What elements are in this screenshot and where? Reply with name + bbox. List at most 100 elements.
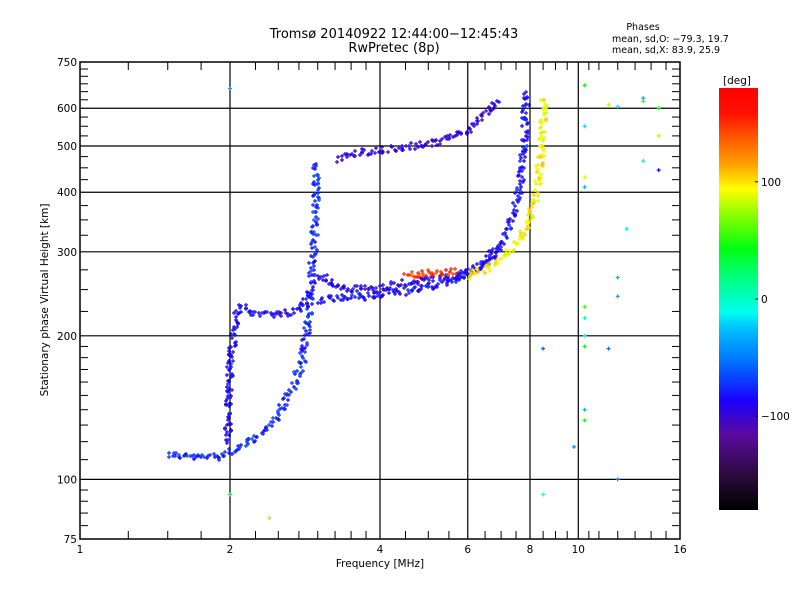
data-point xyxy=(520,124,524,128)
data-point xyxy=(237,303,241,307)
data-points xyxy=(167,83,661,521)
data-point xyxy=(251,313,255,317)
data-point xyxy=(373,151,377,155)
data-point xyxy=(370,149,374,153)
data-point xyxy=(480,114,484,118)
data-point xyxy=(316,195,320,199)
data-point xyxy=(541,346,546,351)
data-point xyxy=(497,100,501,104)
data-point xyxy=(454,280,458,284)
data-point xyxy=(582,83,587,88)
data-point xyxy=(520,138,524,142)
data-point xyxy=(522,159,526,163)
data-point xyxy=(208,453,212,457)
data-point xyxy=(315,173,319,177)
data-point xyxy=(541,161,545,165)
data-point xyxy=(492,106,496,110)
data-point xyxy=(358,153,362,157)
data-point xyxy=(541,130,545,134)
data-point xyxy=(304,360,308,364)
data-point xyxy=(311,285,315,289)
data-point xyxy=(438,278,442,282)
data-point xyxy=(520,116,524,120)
data-point xyxy=(479,262,483,266)
data-point xyxy=(312,230,316,234)
data-point xyxy=(516,194,520,198)
data-point xyxy=(275,310,279,314)
data-point xyxy=(229,429,233,433)
data-point xyxy=(468,270,472,274)
data-point xyxy=(225,441,229,445)
data-point xyxy=(406,273,410,277)
data-point xyxy=(392,290,396,294)
data-point xyxy=(507,252,511,256)
data-point xyxy=(503,253,507,257)
data-point xyxy=(276,411,280,415)
data-point xyxy=(302,326,306,330)
x-tick-label: 4 xyxy=(377,544,384,556)
data-point xyxy=(317,186,321,190)
data-point xyxy=(524,102,528,106)
data-point xyxy=(217,456,221,460)
y-tick-label: 400 xyxy=(57,187,77,199)
data-point xyxy=(537,155,541,159)
data-point xyxy=(314,220,318,224)
data-point xyxy=(351,287,355,291)
axis-ticks xyxy=(80,62,680,539)
data-point xyxy=(538,144,542,148)
data-point xyxy=(306,322,310,326)
data-point xyxy=(494,254,498,258)
data-point xyxy=(481,269,485,273)
data-point xyxy=(522,96,526,100)
data-point xyxy=(409,141,413,145)
data-point xyxy=(258,314,262,318)
data-point xyxy=(319,298,323,302)
data-point xyxy=(505,227,509,231)
data-point xyxy=(475,116,479,120)
data-point xyxy=(313,199,317,203)
data-point xyxy=(232,311,236,315)
data-point xyxy=(533,179,537,183)
data-point xyxy=(289,313,293,317)
data-point xyxy=(465,131,469,135)
data-point xyxy=(493,263,497,267)
data-point xyxy=(399,283,403,287)
data-point xyxy=(294,387,298,391)
data-point xyxy=(289,390,293,394)
data-point xyxy=(481,260,485,264)
data-point xyxy=(299,361,303,365)
data-point xyxy=(232,325,236,329)
data-point xyxy=(484,254,488,258)
data-point xyxy=(238,445,242,449)
data-point xyxy=(462,275,466,279)
data-point xyxy=(406,288,410,292)
data-point xyxy=(303,320,307,324)
data-point xyxy=(185,454,189,458)
data-point xyxy=(310,273,314,277)
data-point xyxy=(541,139,545,143)
data-point xyxy=(226,379,230,383)
data-point xyxy=(527,207,531,211)
data-point xyxy=(286,312,290,316)
x-tick-label: 1 xyxy=(77,544,84,556)
data-point xyxy=(336,155,340,159)
data-point xyxy=(524,117,528,121)
data-point xyxy=(299,301,303,305)
data-point xyxy=(312,279,316,283)
data-point xyxy=(312,174,316,178)
data-point xyxy=(582,407,587,412)
y-axis-label: Stationary phase Virtual Height [km] xyxy=(39,204,51,397)
data-point xyxy=(267,516,272,521)
data-point xyxy=(340,158,344,162)
data-point xyxy=(226,361,230,365)
data-point xyxy=(417,275,421,279)
data-point xyxy=(255,435,259,439)
data-point xyxy=(504,234,508,238)
data-point xyxy=(341,298,345,302)
data-point xyxy=(524,90,528,94)
data-point xyxy=(229,402,233,406)
data-point xyxy=(524,111,528,115)
data-point xyxy=(513,204,517,208)
data-point xyxy=(225,389,229,393)
